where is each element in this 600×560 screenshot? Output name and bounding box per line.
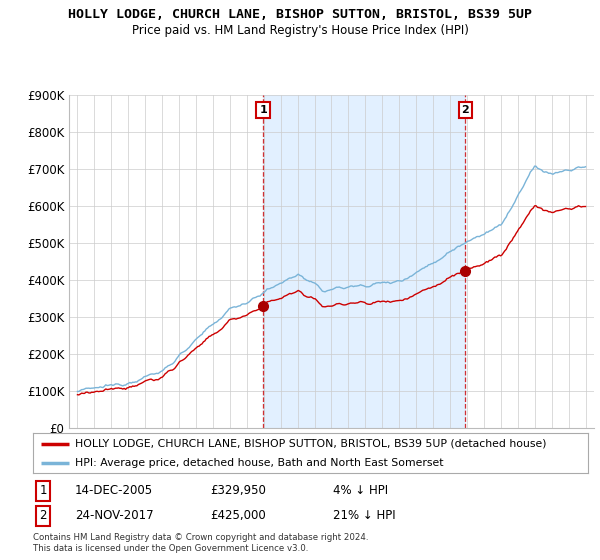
- Text: 21% ↓ HPI: 21% ↓ HPI: [333, 510, 395, 522]
- Text: Contains HM Land Registry data © Crown copyright and database right 2024.
This d: Contains HM Land Registry data © Crown c…: [33, 533, 368, 553]
- Text: £425,000: £425,000: [211, 510, 266, 522]
- Text: 1: 1: [259, 105, 267, 115]
- Text: 4% ↓ HPI: 4% ↓ HPI: [333, 484, 388, 497]
- Text: Price paid vs. HM Land Registry's House Price Index (HPI): Price paid vs. HM Land Registry's House …: [131, 24, 469, 36]
- Bar: [263, 95, 465, 428]
- Text: HOLLY LODGE, CHURCH LANE, BISHOP SUTTON, BRISTOL, BS39 5UP (detached house): HOLLY LODGE, CHURCH LANE, BISHOP SUTTON,…: [74, 439, 546, 449]
- Text: 24-NOV-2017: 24-NOV-2017: [74, 510, 153, 522]
- Text: 14-DEC-2005: 14-DEC-2005: [74, 484, 153, 497]
- Text: 1: 1: [39, 484, 47, 497]
- Text: 2: 2: [39, 510, 47, 522]
- Text: 2: 2: [461, 105, 469, 115]
- Text: £329,950: £329,950: [211, 484, 266, 497]
- Text: HPI: Average price, detached house, Bath and North East Somerset: HPI: Average price, detached house, Bath…: [74, 458, 443, 468]
- Text: HOLLY LODGE, CHURCH LANE, BISHOP SUTTON, BRISTOL, BS39 5UP: HOLLY LODGE, CHURCH LANE, BISHOP SUTTON,…: [68, 8, 532, 21]
